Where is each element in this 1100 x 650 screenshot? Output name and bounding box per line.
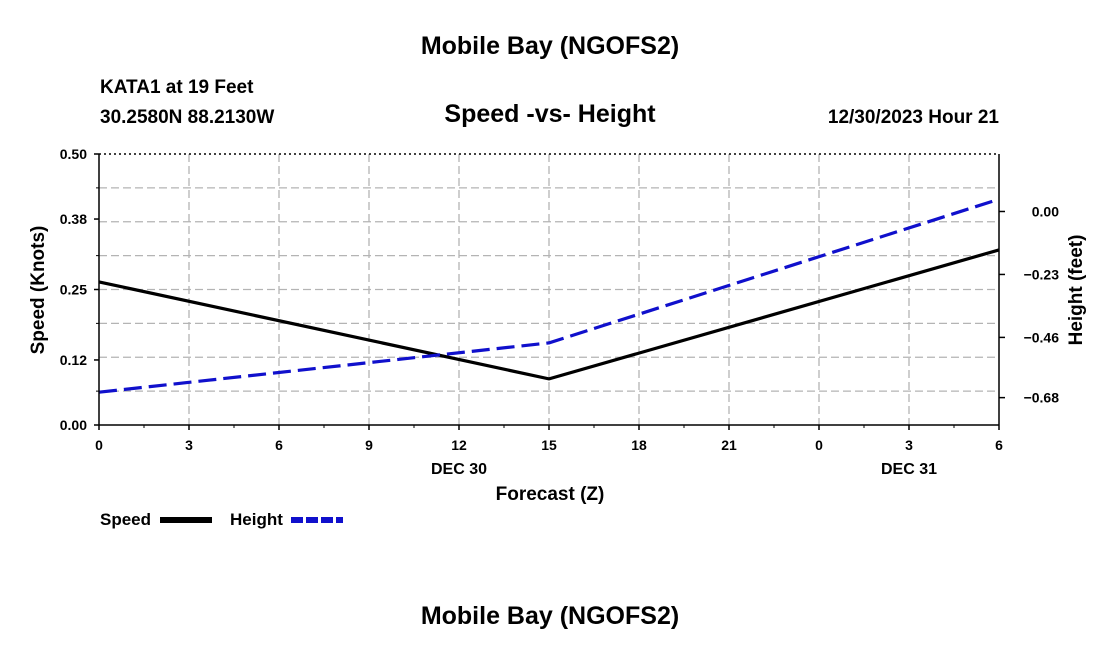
grid	[99, 154, 999, 425]
x-tick-label: 21	[721, 437, 737, 453]
x-date-label: DEC 31	[881, 461, 937, 478]
x-tick-label: 12	[451, 437, 467, 453]
forecast-datetime: 12/30/2023 Hour 21	[827, 107, 999, 128]
legend-height-label: Height	[230, 510, 283, 529]
y2-tick-label: −0.46	[1024, 329, 1060, 345]
y-tick-label: 0.00	[60, 417, 87, 433]
y-tick-label: 0.38	[60, 211, 87, 227]
x-tick-label: 6	[275, 437, 283, 453]
y2-tick-label: 0.00	[1032, 203, 1059, 219]
chart-title: Speed -vs- Height	[444, 100, 656, 128]
x-tick-label: 18	[631, 437, 647, 453]
station-label: KATA1 at 19 Feet	[100, 77, 254, 98]
y2-axis-label: Height (feet)	[1066, 235, 1087, 346]
y2-tick-label: −0.68	[1024, 390, 1060, 406]
y-tick-label: 0.25	[60, 282, 87, 298]
x-tick-label: 15	[541, 437, 557, 453]
x-tick-label: 3	[905, 437, 913, 453]
series-line-speed	[98, 248, 1000, 381]
page-title: Mobile Bay (NGOFS2)	[420, 32, 680, 60]
x-tick-label: 0	[815, 437, 823, 453]
series-layer	[98, 197, 1000, 394]
x-tick-label: 0	[95, 437, 103, 453]
y2-tick-label: −0.23	[1024, 266, 1060, 282]
legend: Speed Height	[100, 510, 343, 529]
x-axis-label: Forecast (Z)	[496, 484, 605, 505]
x-tick-label: 6	[995, 437, 1003, 453]
y-tick-label: 0.12	[60, 352, 87, 368]
station-coordinates: 30.2580N 88.2130W	[100, 107, 275, 128]
x-tick-label: 9	[365, 437, 373, 453]
series-line-height	[98, 197, 1000, 394]
legend-speed-label: Speed	[100, 510, 151, 529]
axes: 0 3 6 9 12 15 18 21 0 3 6 DEC 30 DEC 31 0.00 0.12 0.25 0…	[60, 146, 1059, 478]
y-axis-label: Speed (Knots)	[28, 226, 49, 355]
y-tick-label: 0.50	[60, 146, 87, 162]
x-date-label: DEC 30	[431, 461, 487, 478]
x-tick-label: 3	[185, 437, 193, 453]
bottom-title: Mobile Bay (NGOFS2)	[420, 602, 680, 630]
